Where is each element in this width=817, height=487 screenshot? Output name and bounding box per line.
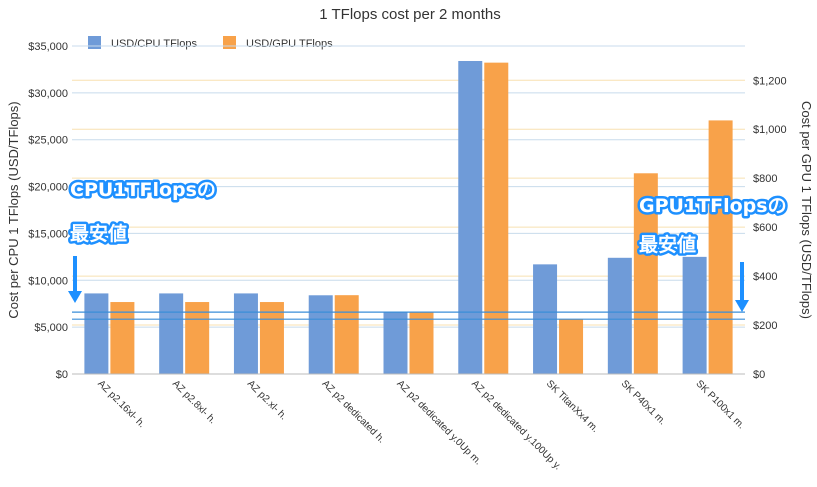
annotation-gpu-line2: 最安値 <box>639 233 696 256</box>
y-tick-label: $0 <box>56 369 68 381</box>
bar-gpu <box>185 302 210 374</box>
legend-label-gpu: USD/GPU TFlops <box>246 38 333 50</box>
category-label: AZ p2.8xl- h. <box>170 378 218 426</box>
bar-gpu <box>633 173 658 374</box>
tick-labels: $0 $5,000 $10,000 $15,000 $20,000 $25,000 $30,… <box>28 41 786 381</box>
annotation-cpu-line1: CPU1TFlopsの <box>70 179 216 201</box>
y2-tick-label: $600 <box>753 222 777 234</box>
gridlines <box>72 45 745 328</box>
y-tick-label: $15,000 <box>28 228 68 240</box>
y-tick-label: $35,000 <box>28 41 68 53</box>
y-tick-label: $25,000 <box>28 135 68 147</box>
category-label: SK P40x1 m. <box>619 378 668 427</box>
reference-lines <box>72 311 745 320</box>
y-tick-label: $30,000 <box>28 88 68 100</box>
category-label: AZ p2 dedicated y.0Up m. <box>394 378 483 467</box>
legend-swatch-cpu <box>88 36 101 49</box>
bar-gpu <box>559 319 584 374</box>
chart-title: 1 TFlops cost per 2 months <box>319 6 500 23</box>
bar-cpu <box>458 60 483 374</box>
y2-tick-label: $200 <box>753 320 777 332</box>
bar-gpu <box>259 302 284 374</box>
category-labels: AZ p2.16xl- h. AZ p2.8xl- h. AZ p2.xl- h. A… <box>95 378 746 472</box>
category-label: AZ p2.xl- h. <box>245 378 289 422</box>
y-tick-label: $10,000 <box>28 275 68 287</box>
legend-label-cpu: USD/CPU TFlops <box>111 38 197 50</box>
bar-cpu <box>84 293 109 374</box>
y-tick-label: $5,000 <box>34 322 68 334</box>
annotation-gpu-line1: GPU1TFlopsの <box>639 195 787 217</box>
y2-tick-label: $400 <box>753 271 777 283</box>
arrow-head <box>735 300 749 312</box>
category-label: AZ p2 dedicated h. <box>320 378 387 445</box>
bar-gpu <box>334 295 359 374</box>
bar-cpu <box>607 257 632 374</box>
legend: USD/CPU TFlops USD/GPU TFlops <box>88 36 333 50</box>
bar-cpu <box>159 293 184 374</box>
arrow-head <box>68 291 82 303</box>
bar-cpu <box>682 256 707 374</box>
y2-tick-label: $800 <box>753 173 777 185</box>
bar-gpu <box>484 62 509 374</box>
arrow-down-icon <box>68 256 82 303</box>
legend-swatch-gpu <box>223 36 236 49</box>
category-label: AZ p2.16xl- h. <box>95 378 147 430</box>
bar-gpu <box>708 120 733 374</box>
y2-axis-title: Cost per GPU 1 TFlops (USD/TFlops) <box>799 101 814 319</box>
category-label: SK TitanXx4 m. <box>544 378 601 435</box>
bar-cpu <box>233 293 258 374</box>
bar-gpu <box>409 312 434 374</box>
bar-cpu <box>308 295 333 374</box>
arrow-down-icon <box>735 262 749 312</box>
y-axis-title: Cost per CPU 1 TFlops (USD/TFlops) <box>6 101 21 318</box>
y2-tick-label: $1,200 <box>753 75 787 87</box>
y2-tick-label: $1,000 <box>753 124 787 136</box>
y2-tick-label: $0 <box>753 369 765 381</box>
annotation-cpu-line2: 最安値 <box>70 222 127 245</box>
bar-gpu <box>110 302 135 374</box>
category-label: SK P100x1 m. <box>693 378 746 431</box>
bar-cpu <box>383 312 408 374</box>
y-tick-label: $20,000 <box>28 182 68 194</box>
